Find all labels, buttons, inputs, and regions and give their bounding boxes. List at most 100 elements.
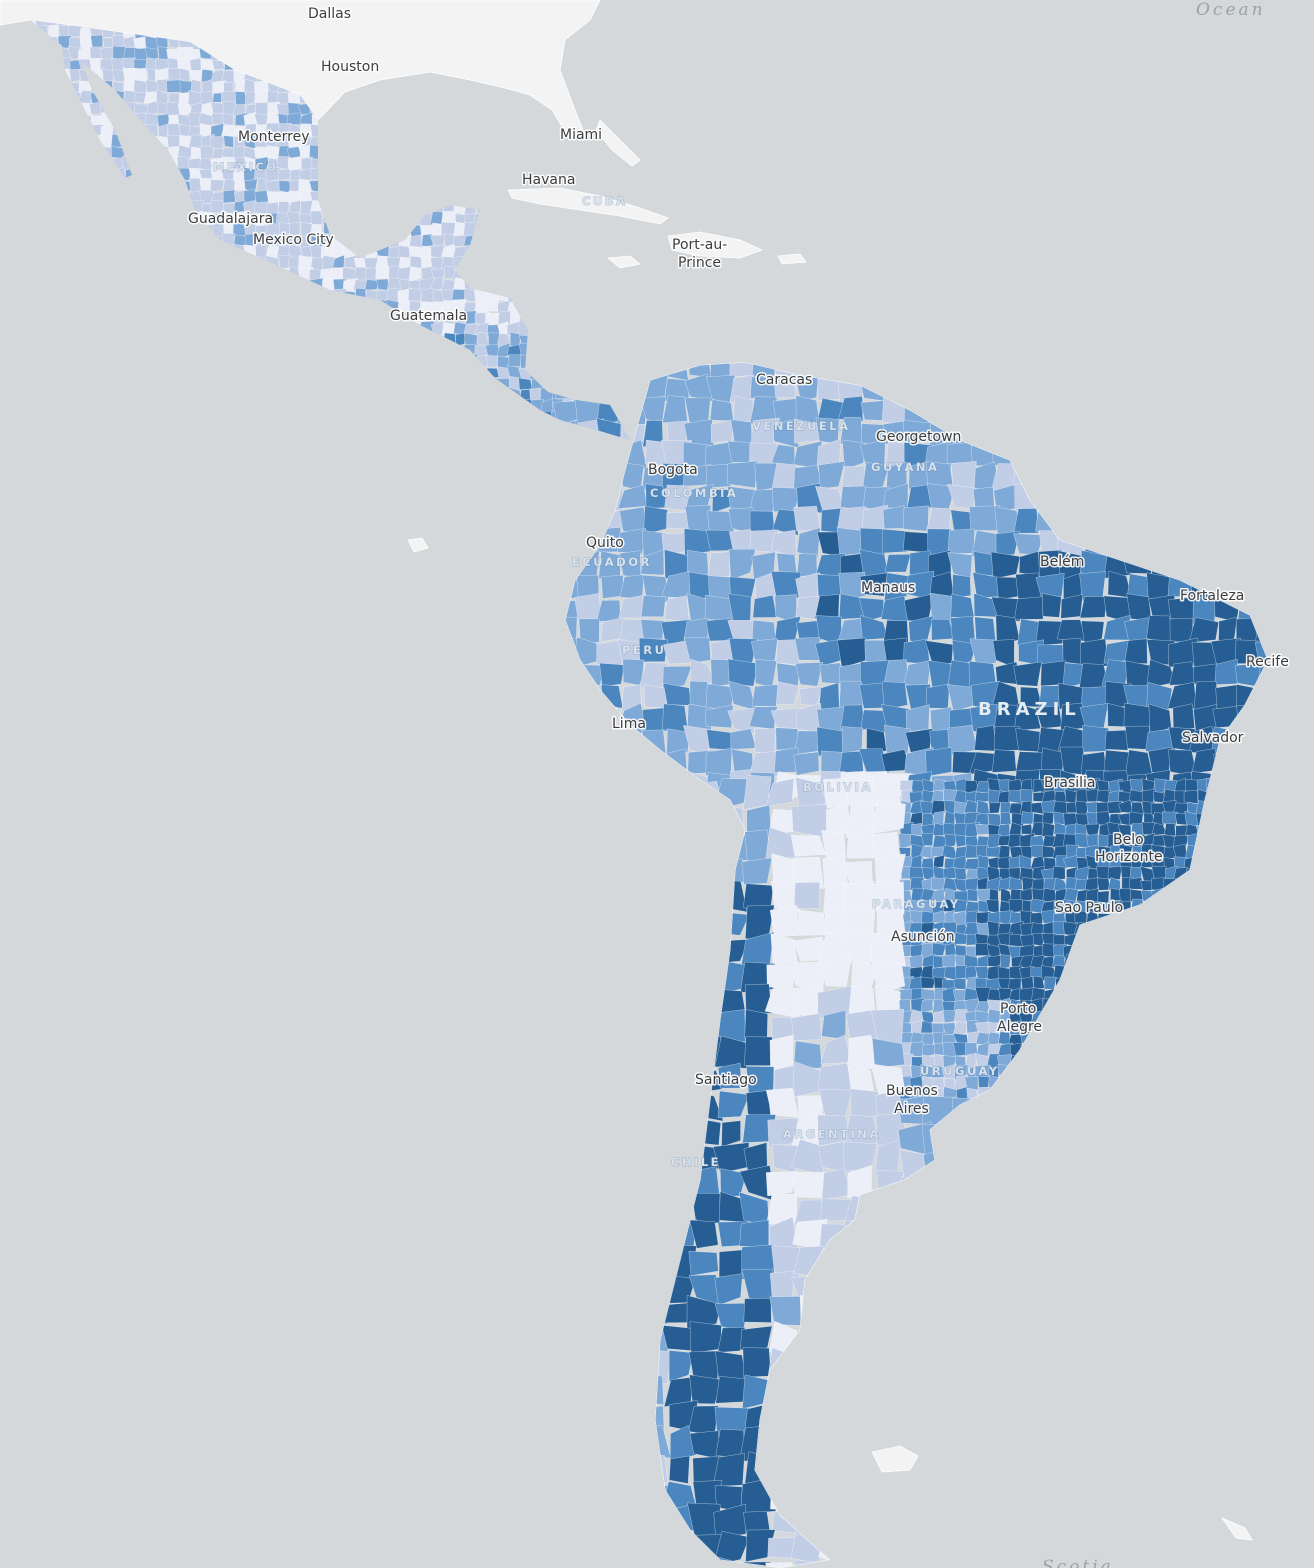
admin-region xyxy=(90,398,103,413)
admin-region xyxy=(1228,867,1242,883)
admin-region xyxy=(1238,1075,1254,1090)
admin-region xyxy=(1206,1030,1222,1047)
admin-region xyxy=(869,1504,901,1536)
admin-region xyxy=(1143,976,1157,991)
admin-region xyxy=(79,288,95,303)
admin-region xyxy=(574,484,601,513)
admin-region xyxy=(947,372,978,402)
admin-region xyxy=(188,245,203,261)
admin-region xyxy=(994,378,1018,403)
admin-region xyxy=(550,432,567,447)
admin-region xyxy=(321,144,336,160)
admin-region xyxy=(628,302,644,316)
admin-region xyxy=(573,375,604,404)
admin-region xyxy=(100,387,116,402)
admin-region xyxy=(660,770,688,799)
admin-region xyxy=(68,100,82,118)
admin-region xyxy=(922,1354,955,1392)
admin-region xyxy=(211,366,226,381)
admin-region xyxy=(289,399,304,414)
admin-region xyxy=(1216,420,1236,444)
admin-region xyxy=(430,103,445,117)
admin-region xyxy=(530,145,544,159)
admin-region xyxy=(1076,955,1089,970)
admin-region xyxy=(156,277,171,293)
admin-region xyxy=(585,265,597,282)
admin-region xyxy=(298,343,311,359)
admin-region xyxy=(1148,421,1171,446)
admin-region xyxy=(1106,1042,1122,1058)
admin-region xyxy=(573,442,589,455)
admin-region xyxy=(1196,1041,1210,1057)
admin-region xyxy=(30,441,38,458)
admin-region xyxy=(136,299,147,314)
admin-region xyxy=(310,378,323,391)
admin-region xyxy=(35,123,50,140)
admin-region xyxy=(111,299,126,313)
admin-region xyxy=(562,355,577,370)
admin-region xyxy=(947,1459,985,1493)
admin-region xyxy=(1118,1108,1134,1123)
country-label-argentina: ARGENTINA xyxy=(783,1127,881,1141)
admin-region xyxy=(330,155,347,170)
admin-region xyxy=(1126,374,1152,399)
admin-region xyxy=(1240,844,1254,859)
admin-region xyxy=(288,289,303,304)
admin-region xyxy=(122,432,138,444)
admin-region xyxy=(1232,395,1263,423)
admin-region xyxy=(266,320,282,336)
admin-region xyxy=(353,145,368,161)
admin-region xyxy=(1168,351,1195,382)
admin-region xyxy=(628,68,644,84)
admin-region xyxy=(78,190,94,205)
admin-region xyxy=(165,255,183,269)
admin-region xyxy=(952,1021,967,1036)
admin-region xyxy=(609,180,622,193)
admin-region xyxy=(385,364,402,379)
admin-region xyxy=(932,834,947,849)
admin-region xyxy=(1122,553,1152,574)
admin-region xyxy=(790,1532,827,1565)
admin-region xyxy=(1238,1043,1255,1058)
admin-region xyxy=(419,90,433,106)
admin-region xyxy=(1139,1022,1156,1033)
admin-region xyxy=(298,279,312,293)
admin-region xyxy=(408,430,422,448)
admin-region xyxy=(1000,1077,1010,1090)
admin-region xyxy=(234,430,248,446)
admin-region xyxy=(321,354,336,369)
admin-region xyxy=(1097,1063,1112,1079)
admin-region xyxy=(211,321,225,337)
admin-region xyxy=(1227,888,1245,904)
admin-region xyxy=(1098,1021,1111,1033)
admin-region xyxy=(385,211,401,226)
admin-region xyxy=(68,311,81,326)
admin-region xyxy=(452,388,468,404)
admin-region xyxy=(1206,833,1219,849)
admin-region xyxy=(1126,593,1152,622)
admin-region xyxy=(550,355,565,370)
admin-region xyxy=(111,167,128,182)
city-label-sao-paulo: Sao Paulo xyxy=(1055,900,1123,916)
admin-region xyxy=(1173,1043,1188,1059)
admin-region xyxy=(210,290,227,302)
admin-region xyxy=(520,211,532,224)
admin-region xyxy=(311,321,324,337)
admin-region xyxy=(1108,1064,1123,1078)
admin-region xyxy=(77,224,93,235)
admin-region xyxy=(1041,1088,1058,1101)
admin-region xyxy=(822,854,848,888)
admin-region xyxy=(573,386,587,403)
admin-region xyxy=(1213,462,1242,488)
admin-region xyxy=(1218,1086,1233,1102)
admin-region xyxy=(617,58,633,73)
admin-region xyxy=(254,213,268,227)
admin-region xyxy=(706,729,735,751)
admin-region xyxy=(1212,532,1242,552)
admin-region xyxy=(666,1034,695,1067)
admin-region xyxy=(1039,353,1066,381)
admin-region xyxy=(146,156,160,171)
admin-region xyxy=(30,156,38,170)
